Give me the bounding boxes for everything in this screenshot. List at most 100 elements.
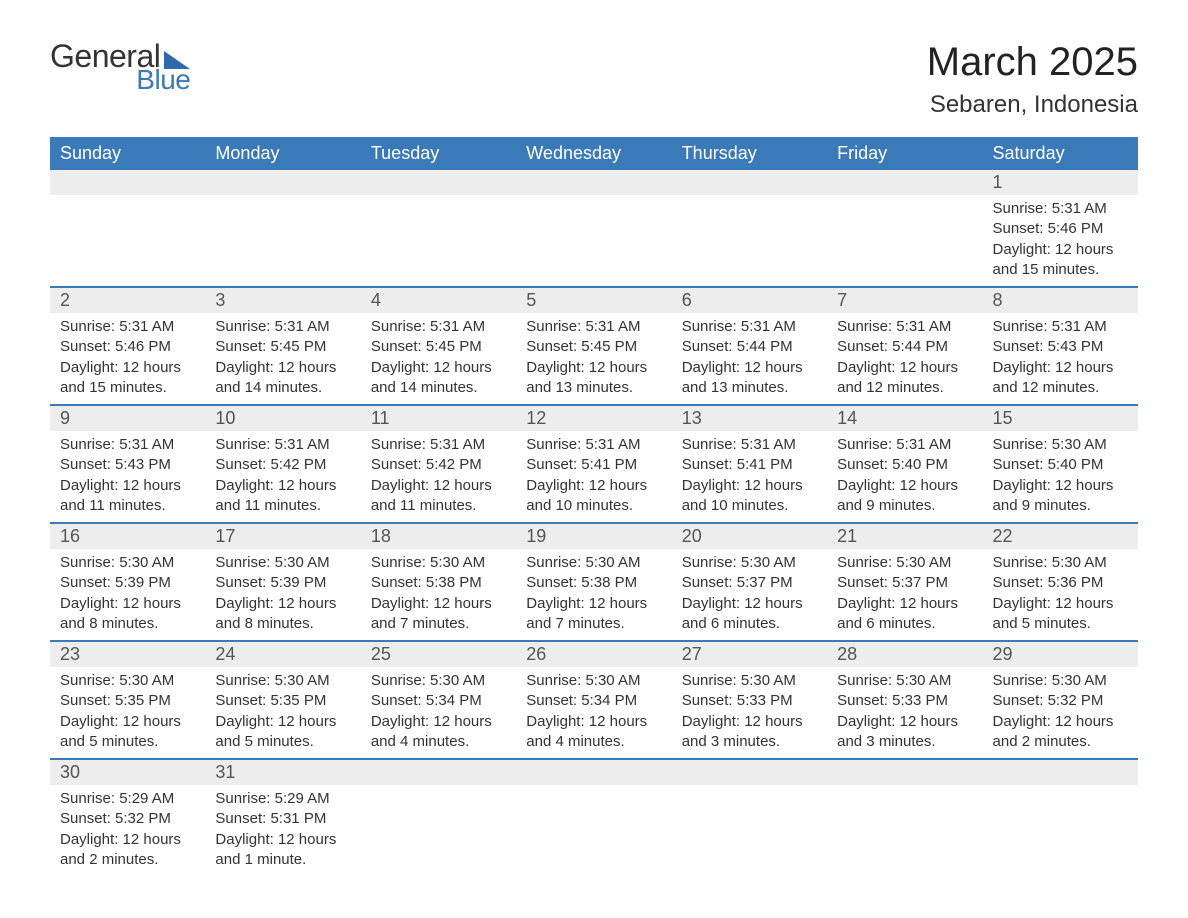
sunset-text: Sunset: 5:37 PM xyxy=(837,573,972,593)
sunset-text: Sunset: 5:33 PM xyxy=(837,691,972,711)
daylight-text: and 10 minutes. xyxy=(526,496,661,516)
sunrise-text: Sunrise: 5:31 AM xyxy=(60,435,195,455)
daylight-text: and 5 minutes. xyxy=(993,614,1128,634)
day-number-row: 9101112131415 xyxy=(50,405,1138,431)
daylight-text: Daylight: 12 hours xyxy=(837,476,972,496)
sunrise-text: Sunrise: 5:31 AM xyxy=(371,435,506,455)
day-detail-cell xyxy=(361,785,516,876)
day-number-cell: 20 xyxy=(672,523,827,549)
page-header: General Blue March 2025 Sebaren, Indones… xyxy=(50,40,1138,119)
sunrise-text: Sunrise: 5:30 AM xyxy=(682,671,817,691)
daylight-text: and 11 minutes. xyxy=(60,496,195,516)
sunset-text: Sunset: 5:34 PM xyxy=(371,691,506,711)
day-number-cell: 14 xyxy=(827,405,982,431)
daylight-text: and 12 minutes. xyxy=(837,378,972,398)
day-number-cell: 3 xyxy=(205,287,360,313)
sunrise-text: Sunrise: 5:31 AM xyxy=(60,317,195,337)
daylight-text: and 3 minutes. xyxy=(837,732,972,752)
sunset-text: Sunset: 5:37 PM xyxy=(682,573,817,593)
day-number-row: 2345678 xyxy=(50,287,1138,313)
daylight-text: and 14 minutes. xyxy=(215,378,350,398)
daylight-text: and 15 minutes. xyxy=(60,378,195,398)
day-detail-cell: Sunrise: 5:31 AMSunset: 5:46 PMDaylight:… xyxy=(50,313,205,405)
day-detail-cell xyxy=(361,195,516,287)
sunrise-text: Sunrise: 5:31 AM xyxy=(682,317,817,337)
day-detail-cell xyxy=(983,785,1138,876)
sunrise-text: Sunrise: 5:30 AM xyxy=(837,553,972,573)
daylight-text: Daylight: 12 hours xyxy=(215,358,350,378)
sunset-text: Sunset: 5:38 PM xyxy=(371,573,506,593)
day-detail-cell: Sunrise: 5:31 AMSunset: 5:45 PMDaylight:… xyxy=(516,313,671,405)
day-detail-row: Sunrise: 5:30 AM Sunset: 5:39 PM Daylight:… xyxy=(50,549,1138,641)
day-number-cell xyxy=(827,170,982,195)
day-number-cell xyxy=(205,170,360,195)
day-number-cell: 19 xyxy=(516,523,671,549)
day-number-row: 3031 xyxy=(50,759,1138,785)
day-number-cell xyxy=(516,759,671,785)
daylight-text: and 2 minutes. xyxy=(993,732,1128,752)
day-number-row: 1 xyxy=(50,170,1138,195)
sunrise-text: Sunrise: 5:30 AM xyxy=(682,553,817,573)
day-number-cell xyxy=(361,759,516,785)
day-detail-cell: Sunrise: 5:30 AMSunset: 5:38 PMDaylight:… xyxy=(516,549,671,641)
sunrise-text: Sunrise: 5:31 AM xyxy=(993,199,1128,219)
daylight-text: Daylight: 12 hours xyxy=(371,594,506,614)
daylight-text: Daylight: 12 hours xyxy=(682,358,817,378)
day-detail-cell: Sunrise: 5:31 AMSunset: 5:44 PMDaylight:… xyxy=(672,313,827,405)
daylight-text: Daylight: 12 hours xyxy=(60,594,195,614)
weekday-header: Wednesday xyxy=(516,137,671,170)
daylight-text: and 7 minutes. xyxy=(371,614,506,634)
daylight-text: Daylight: 12 hours xyxy=(371,358,506,378)
day-number-cell: 13 xyxy=(672,405,827,431)
day-number-cell: 21 xyxy=(827,523,982,549)
day-detail-cell: Sunrise: 5:31 AMSunset: 5:44 PMDaylight:… xyxy=(827,313,982,405)
daylight-text: Daylight: 12 hours xyxy=(526,594,661,614)
daylight-text: and 14 minutes. xyxy=(371,378,506,398)
sunrise-text: Sunrise: 5:30 AM xyxy=(993,435,1128,455)
daylight-text: and 6 minutes. xyxy=(682,614,817,634)
daylight-text: Daylight: 12 hours xyxy=(526,476,661,496)
sunset-text: Sunset: 5:31 PM xyxy=(215,809,350,829)
daylight-text: Daylight: 12 hours xyxy=(993,594,1128,614)
sunset-text: Sunset: 5:33 PM xyxy=(682,691,817,711)
daylight-text: and 11 minutes. xyxy=(215,496,350,516)
daylight-text: Daylight: 12 hours xyxy=(837,712,972,732)
day-detail-cell: Sunrise: 5:29 AMSunset: 5:31 PMDaylight:… xyxy=(205,785,360,876)
day-number-cell: 10 xyxy=(205,405,360,431)
daylight-text: Daylight: 12 hours xyxy=(837,594,972,614)
day-number-cell xyxy=(50,170,205,195)
day-number-cell: 12 xyxy=(516,405,671,431)
daylight-text: and 13 minutes. xyxy=(526,378,661,398)
sunset-text: Sunset: 5:42 PM xyxy=(371,455,506,475)
day-detail-cell xyxy=(516,195,671,287)
day-number-cell: 5 xyxy=(516,287,671,313)
sunset-text: Sunset: 5:39 PM xyxy=(215,573,350,593)
daylight-text: and 8 minutes. xyxy=(215,614,350,634)
day-number-cell: 24 xyxy=(205,641,360,667)
sunset-text: Sunset: 5:43 PM xyxy=(993,337,1128,357)
sunrise-text: Sunrise: 5:30 AM xyxy=(60,671,195,691)
day-number-cell: 2 xyxy=(50,287,205,313)
day-detail-cell xyxy=(672,785,827,876)
daylight-text: and 4 minutes. xyxy=(526,732,661,752)
day-number-cell: 6 xyxy=(672,287,827,313)
sunrise-text: Sunrise: 5:31 AM xyxy=(837,435,972,455)
sunrise-text: Sunrise: 5:30 AM xyxy=(60,553,195,573)
sunrise-text: Sunrise: 5:31 AM xyxy=(215,317,350,337)
day-detail-cell: Sunrise: 5:31 AMSunset: 5:41 PMDaylight:… xyxy=(516,431,671,523)
daylight-text: and 6 minutes. xyxy=(837,614,972,634)
sunrise-text: Sunrise: 5:31 AM xyxy=(215,435,350,455)
daylight-text: Daylight: 12 hours xyxy=(60,476,195,496)
daylight-text: Daylight: 12 hours xyxy=(993,240,1128,260)
daylight-text: Daylight: 12 hours xyxy=(215,712,350,732)
day-detail-cell xyxy=(827,195,982,287)
day-detail-row: Sunrise: 5:30 AMSunset: 5:35 PMDaylight:… xyxy=(50,667,1138,759)
daylight-text: Daylight: 12 hours xyxy=(993,712,1128,732)
sunrise-text: Sunrise: 5:30 AM xyxy=(837,671,972,691)
sunset-text: Sunset: 5:35 PM xyxy=(60,691,195,711)
day-detail-cell: Sunrise: 5:31 AMSunset: 5:45 PMDaylight:… xyxy=(361,313,516,405)
sunrise-text: Sunrise: 5:30 AM xyxy=(993,671,1128,691)
sunrise-text: Sunrise: 5:30 AM xyxy=(371,553,506,573)
daylight-text: and 13 minutes. xyxy=(682,378,817,398)
sunrise-text: Sunrise: 5:30 AM xyxy=(993,553,1128,573)
